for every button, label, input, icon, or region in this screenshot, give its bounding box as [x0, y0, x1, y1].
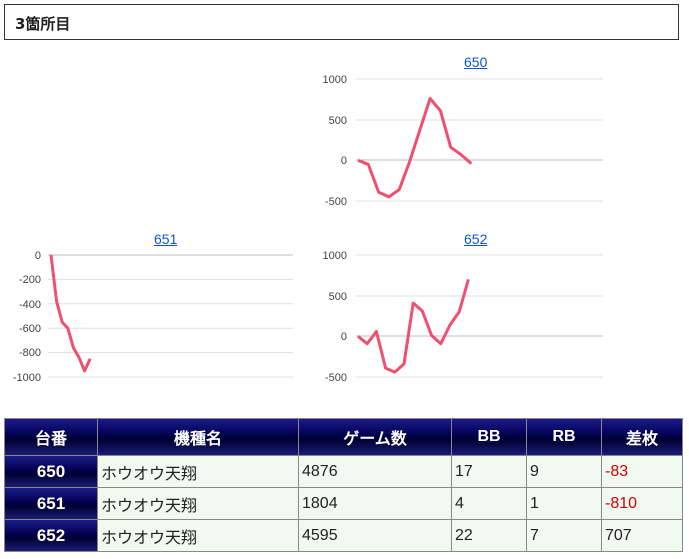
- table-row: 652 ホウオウ天翔 4595 22 7 707: [4, 519, 683, 552]
- machine-number-cell: 650: [4, 455, 98, 488]
- y-tick-label: -500: [325, 372, 347, 384]
- machine-name-cell: ホウオウ天翔: [97, 455, 299, 488]
- table-row: 650 ホウオウ天翔 4876 17 9 -83: [4, 455, 683, 488]
- y-tick-label: -400: [19, 299, 41, 311]
- rb-cell: 1: [526, 487, 602, 520]
- y-tick-label: -800: [19, 347, 41, 359]
- series-line-651: [49, 254, 92, 373]
- chart-link-651[interactable]: 651: [154, 231, 178, 247]
- machine-data-table: 台番 機種名 ゲーム数 BB RB 差枚 650 ホウオウ天翔 4876 17 …: [4, 418, 683, 552]
- difference-cell: -83: [601, 455, 683, 488]
- y-tick-label: -200: [19, 274, 41, 286]
- header-bb: BB: [451, 418, 527, 456]
- machine-name-cell: ホウオウ天翔: [97, 487, 299, 520]
- bb-cell: 17: [451, 455, 527, 488]
- machine-number-cell: 651: [4, 487, 98, 520]
- game-count-cell: 4876: [298, 455, 452, 488]
- difference-cell: 707: [601, 519, 683, 552]
- bb-cell: 22: [451, 519, 527, 552]
- rb-cell: 9: [526, 455, 602, 488]
- y-tick-label: 500: [329, 291, 347, 303]
- y-tick-label: -600: [19, 323, 41, 335]
- table-header-row: 台番 機種名 ゲーム数 BB RB 差枚: [4, 418, 683, 456]
- y-tick-label: 0: [341, 331, 347, 343]
- y-tick-label: 0: [35, 250, 41, 262]
- chart-link-650[interactable]: 650: [464, 54, 488, 70]
- series-line-652: [357, 278, 470, 374]
- y-tick-label: 500: [329, 115, 347, 127]
- game-count-cell: 1804: [298, 487, 452, 520]
- y-tick-label: -500: [325, 196, 347, 208]
- chart-650: 1000 500 0 -500: [323, 74, 603, 208]
- y-tick-label: -1000: [13, 372, 41, 384]
- chart-link-652[interactable]: 652: [464, 231, 488, 247]
- header-machine-name: 機種名: [97, 418, 299, 456]
- chart-651: 0 -200 -400 -600 -800 -1000: [13, 250, 293, 384]
- rb-cell: 7: [526, 519, 602, 552]
- table-row: 651 ホウオウ天翔 1804 4 1 -810: [4, 487, 683, 520]
- game-count-cell: 4595: [298, 519, 452, 552]
- y-tick-label: 1000: [323, 74, 347, 86]
- y-tick-label: 1000: [323, 250, 347, 262]
- header-rb: RB: [526, 418, 602, 456]
- chart-652: 1000 500 0 -500: [323, 250, 603, 384]
- difference-cell: -810: [601, 487, 683, 520]
- header-difference: 差枚: [601, 418, 683, 456]
- header-machine-number: 台番: [4, 418, 98, 456]
- header-game-count: ゲーム数: [298, 418, 452, 456]
- section-title: 3箇所目: [4, 4, 679, 40]
- machine-number-cell: 652: [4, 519, 98, 552]
- bb-cell: 4: [451, 487, 527, 520]
- y-tick-label: 0: [341, 155, 347, 167]
- series-line-650: [357, 97, 473, 199]
- machine-name-cell: ホウオウ天翔: [97, 519, 299, 552]
